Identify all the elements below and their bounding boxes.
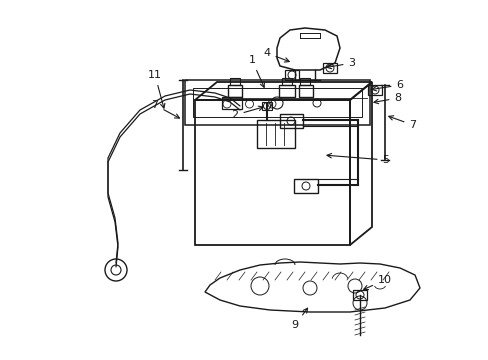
Text: 9: 9 [291, 308, 307, 330]
Bar [229, 78, 240, 85]
Bar [293, 179, 317, 193]
Text: 1: 1 [248, 55, 264, 87]
Bar [227, 85, 242, 97]
Bar [262, 102, 271, 110]
Bar [367, 85, 381, 95]
Text: 10: 10 [363, 275, 391, 290]
Text: 7: 7 [388, 116, 416, 130]
Bar [299, 78, 309, 85]
Bar [280, 114, 303, 128]
Text: 2: 2 [231, 106, 263, 120]
Bar [222, 97, 242, 109]
Text: 8: 8 [373, 93, 401, 104]
Bar [352, 290, 366, 300]
Bar [257, 120, 294, 148]
Bar [195, 100, 349, 245]
Bar [184, 80, 369, 125]
Bar [298, 85, 312, 97]
Text: 11: 11 [148, 70, 164, 108]
Bar [282, 78, 291, 85]
Text: 6: 6 [371, 80, 403, 91]
Text: 4: 4 [263, 48, 289, 62]
Bar [285, 70, 298, 80]
Bar [279, 85, 294, 97]
Bar [193, 88, 361, 117]
Text: 5: 5 [326, 153, 389, 165]
Bar [323, 63, 336, 73]
Text: 7: 7 [151, 100, 179, 118]
Text: 3: 3 [326, 58, 355, 69]
